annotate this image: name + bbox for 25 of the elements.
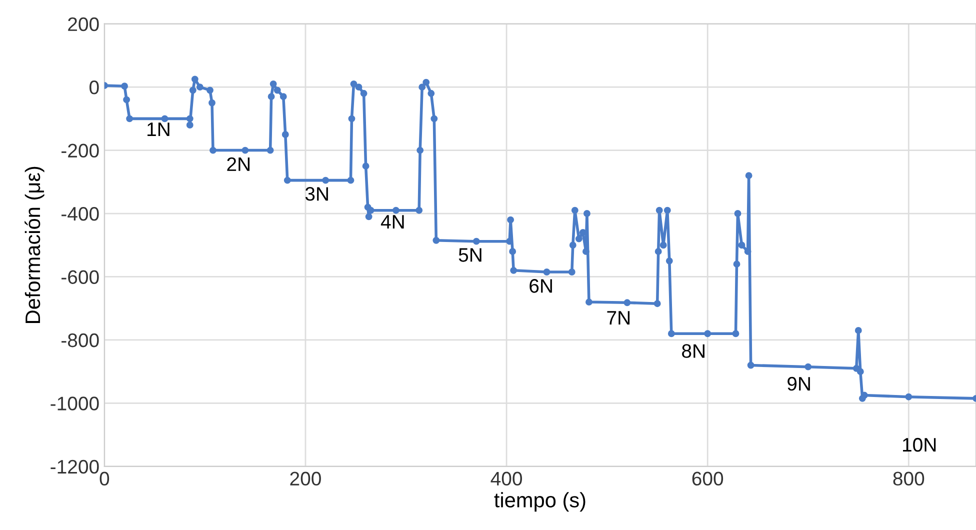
x-tick-label: 0 bbox=[100, 472, 110, 486]
y-tick-label: -1200 bbox=[50, 460, 99, 474]
annotation: 1N bbox=[148, 122, 170, 136]
annotation: 3N bbox=[305, 187, 328, 201]
x-tick-label: 800 bbox=[893, 472, 924, 486]
annotation: 5N bbox=[458, 248, 482, 262]
y-tick-label: 200 bbox=[68, 17, 99, 32]
y-tick-label: -600 bbox=[62, 270, 99, 284]
y-tick-label: 0 bbox=[90, 80, 99, 94]
annotation: 8N bbox=[682, 344, 704, 358]
annotation: 10N bbox=[902, 438, 936, 452]
annotation: 7N bbox=[607, 311, 630, 324]
y-axis-title: Deformación (με) bbox=[24, 166, 44, 323]
annotation: 2N bbox=[227, 157, 250, 171]
y-tick-label: -800 bbox=[62, 333, 99, 348]
y-tick-label: -1000 bbox=[50, 396, 99, 410]
x-tick-label: 200 bbox=[290, 472, 321, 486]
annotation: 9N bbox=[788, 376, 810, 391]
y-tick-label: -400 bbox=[62, 206, 99, 221]
x-tick-label: 400 bbox=[490, 472, 522, 486]
annotation: 4N bbox=[380, 215, 404, 228]
x-axis-title: tiempo (s) bbox=[494, 492, 586, 512]
y-tick-label: -200 bbox=[62, 144, 99, 158]
annotation: 6N bbox=[530, 279, 552, 293]
x-tick-label: 600 bbox=[692, 472, 724, 486]
